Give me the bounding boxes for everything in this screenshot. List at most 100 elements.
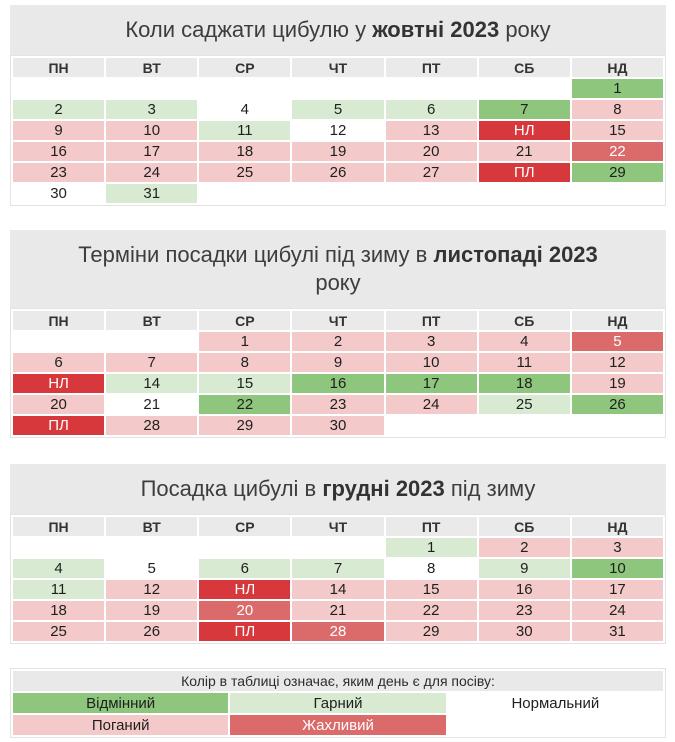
legend-title: Колір в таблиці означає, яким день є для… (13, 671, 663, 691)
empty-cell (13, 538, 105, 557)
empty-cell (106, 332, 198, 351)
calendar-week-row: 30 31 (13, 184, 663, 203)
day-cell: 26 (571, 395, 663, 414)
day-cell: 25 (13, 622, 105, 641)
day-cell: 28 (292, 622, 384, 641)
day-cell: 8 (199, 353, 291, 372)
day-cell: 6 (199, 559, 291, 578)
legend-row: Поганий Жахливий (13, 715, 663, 735)
empty-cell (478, 416, 570, 435)
day-cell: 9 (292, 353, 384, 372)
day-cell: 1 (385, 538, 477, 557)
weekday-header: ПН (13, 58, 105, 77)
weekday-header: СР (199, 517, 291, 536)
weekday-header: СБ (478, 311, 570, 330)
weekday-header: НД (571, 58, 663, 77)
empty-cell (13, 332, 105, 351)
empty-cell (385, 184, 477, 203)
weekday-header: СБ (478, 58, 570, 77)
empty-cell (106, 538, 198, 557)
day-cell: 18 (13, 601, 105, 620)
day-cell: 8 (571, 100, 663, 119)
weekday-header: ПТ (385, 58, 477, 77)
empty-cell (13, 79, 105, 98)
legend-cell: Відмінний (13, 693, 229, 713)
day-cell: 24 (385, 395, 477, 414)
title-text: Терміни посадки цибулі під зиму в (78, 242, 434, 267)
day-cell: 11 (199, 121, 291, 140)
day-cell: 25 (199, 163, 291, 182)
weekday-header: НД (571, 517, 663, 536)
calendar-week-row: 4 5 6 7 8 9 10 (13, 559, 663, 578)
day-cell: 27 (385, 163, 477, 182)
day-cell: 4 (13, 559, 105, 578)
day-cell: 17 (571, 580, 663, 599)
empty-cell (571, 416, 663, 435)
day-cell: 15 (571, 121, 663, 140)
day-cell: 22 (385, 601, 477, 620)
day-cell: 23 (13, 163, 105, 182)
weekday-header: ВТ (106, 311, 198, 330)
day-cell: 16 (13, 142, 105, 161)
empty-cell (478, 79, 570, 98)
day-cell: 1 (571, 79, 663, 98)
day-cell: 4 (199, 100, 291, 119)
calendar-table-december: ПН ВТ СР ЧТ ПТ СБ НД 1 2 3 4 5 6 7 8 9 10 11 12 НЛ 14 15 16 17 1… (10, 514, 666, 644)
day-cell: 24 (106, 163, 198, 182)
calendar-week-row: НЛ 14 15 16 17 18 19 (13, 374, 663, 393)
moon-phase-cell: НЛ (199, 580, 291, 599)
day-cell: 20 (385, 142, 477, 161)
moon-phase-cell: НЛ (478, 121, 570, 140)
weekday-header: ПН (13, 517, 105, 536)
weekday-header: ПН (13, 311, 105, 330)
day-cell: 18 (478, 374, 570, 393)
day-cell: 21 (478, 142, 570, 161)
day-cell: 8 (385, 559, 477, 578)
calendar-title-december: Посадка цибулі в грудні 2023 під зиму (10, 464, 666, 514)
moon-phase-cell: ПЛ (13, 416, 105, 435)
day-cell: 19 (571, 374, 663, 393)
weekday-header: ЧТ (292, 517, 384, 536)
calendar-title-october: Коли саджати цибулю у жовтні 2023 року (10, 5, 666, 55)
day-cell: 29 (385, 622, 477, 641)
empty-cell (292, 184, 384, 203)
day-cell: 26 (292, 163, 384, 182)
day-cell: 7 (478, 100, 570, 119)
moon-phase-cell: НЛ (13, 374, 105, 393)
day-cell: 30 (292, 416, 384, 435)
empty-cell (106, 79, 198, 98)
day-cell: 29 (571, 163, 663, 182)
legend-section: Колір в таблиці означає, яким день є для… (10, 668, 666, 738)
day-cell: 23 (478, 601, 570, 620)
day-cell: 11 (478, 353, 570, 372)
calendar-week-row: ПЛ 28 29 30 (13, 416, 663, 435)
weekday-header: СБ (478, 517, 570, 536)
day-cell: 9 (13, 121, 105, 140)
moon-phase-cell: ПЛ (199, 622, 291, 641)
day-cell: 1 (199, 332, 291, 351)
day-cell: 5 (106, 559, 198, 578)
day-cell: 14 (106, 374, 198, 393)
calendar-week-row: 1 (13, 79, 663, 98)
day-cell: 29 (199, 416, 291, 435)
day-cell: 12 (571, 353, 663, 372)
legend-cell: Нормальний (447, 693, 663, 713)
legend-table: Колір в таблиці означає, яким день є для… (10, 668, 666, 738)
day-cell: 5 (571, 332, 663, 351)
calendar-week-row: 25 26 ПЛ 28 29 30 31 (13, 622, 663, 641)
calendar-week-row: 16 17 18 19 20 21 22 (13, 142, 663, 161)
day-cell: 22 (571, 142, 663, 161)
day-cell: 15 (199, 374, 291, 393)
empty-cell (385, 416, 477, 435)
day-cell: 2 (13, 100, 105, 119)
day-cell: 16 (478, 580, 570, 599)
day-cell: 21 (106, 395, 198, 414)
day-cell: 25 (478, 395, 570, 414)
empty-cell (199, 184, 291, 203)
legend-cell: Жахливий (230, 715, 446, 735)
day-cell: 10 (106, 121, 198, 140)
weekday-header: ВТ (106, 517, 198, 536)
legend-cell: Поганий (13, 715, 229, 735)
